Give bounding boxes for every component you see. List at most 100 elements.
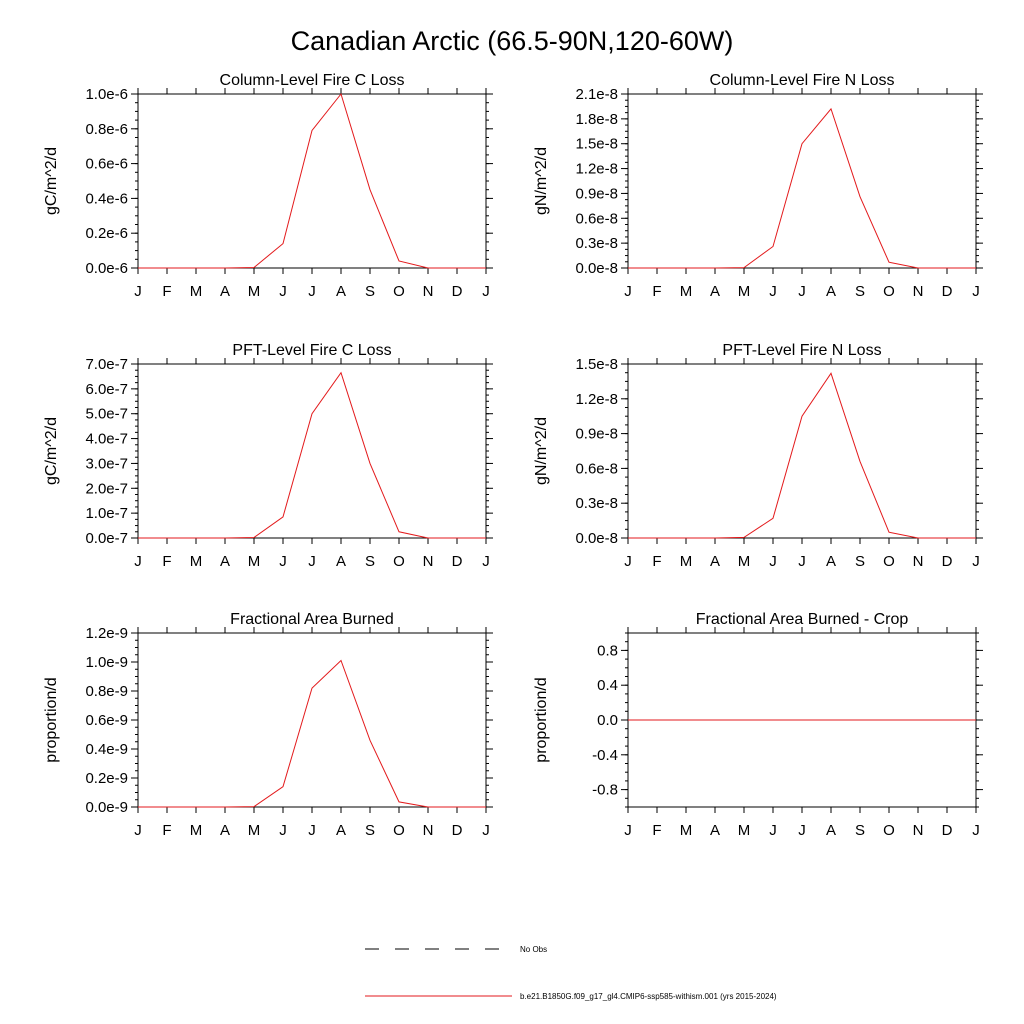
chart6-title: Fractional Area Burned - Crop	[696, 611, 909, 628]
chart5-ylabel: proportion/d	[43, 677, 60, 762]
chart3-xtick-label: J	[482, 553, 490, 570]
chart4-title: PFT-Level Fire N Loss	[722, 342, 881, 359]
chart2-title: Column-Level Fire N Loss	[710, 72, 895, 89]
chart2-xtick-label: D	[942, 283, 953, 300]
chart3-ytick-label: 5.0e-7	[85, 406, 128, 423]
chart2-xtick-label: J	[972, 283, 980, 300]
chart3-xtick-label: F	[162, 553, 171, 570]
legend: No Obs b.e21.B1850G.f09_g17_gl4.CMIP6-ss…	[365, 945, 777, 1001]
chart5-ytick-label: 0.6e-9	[85, 712, 128, 729]
chart1-xtick-label: J	[482, 283, 490, 300]
chart1-xtick-label: J	[308, 283, 316, 300]
chart5-xtick-label: J	[134, 822, 142, 839]
chart4-xtick-label: A	[826, 553, 836, 570]
chart2-frame	[627, 93, 977, 269]
chart3-ylabel: gC/m^2/d	[43, 417, 60, 485]
chart2-xtick-label: O	[883, 283, 895, 300]
chart2-ytick-label: 1.8e-8	[575, 111, 618, 128]
chart4-xtick-label: N	[913, 553, 924, 570]
chart1-ytick-label: 1.0e-6	[85, 86, 128, 103]
chart1-ytick-label: 0.2e-6	[85, 225, 128, 242]
chart4-ytick-label: 0.9e-8	[575, 426, 618, 443]
chart2-ytick-label: 0.9e-8	[575, 185, 618, 202]
chart6-ytick-label: -0.8	[592, 782, 618, 799]
chart2-ylabel: gN/m^2/d	[533, 147, 550, 215]
chart5-xtick-label: D	[452, 822, 463, 839]
chart3-ytick-label: 6.0e-7	[85, 381, 128, 398]
chart1-ytick-label: 0.8e-6	[85, 121, 128, 138]
chart6-xtick-label: A	[710, 822, 720, 839]
chart5-ytick-label: 0.8e-9	[85, 683, 128, 700]
chart2-xtick-label: M	[680, 283, 693, 300]
legend-obs-label: No Obs	[520, 945, 547, 954]
chart3-series-line	[138, 371, 486, 539]
chart1-xtick-label: F	[162, 283, 171, 300]
chart3-xtick-label: J	[134, 553, 142, 570]
figure-title: Canadian Arctic (66.5-90N,120-60W)	[291, 26, 734, 56]
chart5-ytick-label: 1.2e-9	[85, 625, 128, 642]
chart4-xtick-label: M	[738, 553, 751, 570]
chart6-xtick-label: M	[738, 822, 751, 839]
chart3-xtick-label: A	[220, 553, 230, 570]
chart4-frame	[627, 363, 977, 539]
chart3-ytick-label: 2.0e-7	[85, 480, 128, 497]
chart2-xtick-label: J	[769, 283, 777, 300]
chart4-xtick-label: J	[624, 553, 632, 570]
chart2-series-line	[628, 107, 976, 269]
chart2-xtick-label: J	[798, 283, 806, 300]
chart5-xtick-label: F	[162, 822, 171, 839]
chart4-xtick-label: J	[972, 553, 980, 570]
chart1-xtick-label: S	[365, 283, 375, 300]
chart2-xtick-label: F	[652, 283, 661, 300]
chart1-title: Column-Level Fire C Loss	[220, 72, 405, 89]
chart4-ytick-label: 0.3e-8	[575, 495, 618, 512]
chart1-series-line	[138, 92, 486, 269]
chart4-xtick-label: J	[769, 553, 777, 570]
chart6-ylabel: proportion/d	[533, 677, 550, 762]
chart4-xtick-label: F	[652, 553, 661, 570]
chart5-ytick-label: 0.4e-9	[85, 741, 128, 758]
chart3-frame	[137, 363, 487, 539]
chart4-ytick-label: 1.5e-8	[575, 356, 618, 373]
chart3-ytick-label: 1.0e-7	[85, 505, 128, 522]
chart1-xtick-label: N	[423, 283, 434, 300]
chart5-xtick-label: N	[423, 822, 434, 839]
chart1-xtick-label: J	[134, 283, 142, 300]
chart6-ytick-label: 0.8	[597, 642, 618, 659]
chart2-xtick-label: J	[624, 283, 632, 300]
chart5-xtick-label: J	[279, 822, 287, 839]
chart1-xtick-label: J	[279, 283, 287, 300]
chart4-xtick-label: A	[710, 553, 720, 570]
chart6-xtick-label: D	[942, 822, 953, 839]
chart6-xtick-label: J	[972, 822, 980, 839]
chart1-ytick-label: 0.0e-6	[85, 260, 128, 277]
chart6-xtick-label: J	[769, 822, 777, 839]
chart4-ytick-label: 0.0e-8	[575, 530, 618, 547]
chart5-ytick-label: 1.0e-9	[85, 654, 128, 671]
chart6-xtick-label: S	[855, 822, 865, 839]
chart1-xtick-label: O	[393, 283, 405, 300]
chart3-xtick-label: A	[336, 553, 346, 570]
chart1-xtick-label: A	[220, 283, 230, 300]
chart2-xtick-label: N	[913, 283, 924, 300]
chart3-ytick-label: 3.0e-7	[85, 455, 128, 472]
chart3-ytick-label: 7.0e-7	[85, 356, 128, 373]
chart5-xtick-label: S	[365, 822, 375, 839]
chart6-ytick-label: 0.0	[597, 712, 618, 729]
chart6-xtick-label: N	[913, 822, 924, 839]
chart1-xtick-label: A	[336, 283, 346, 300]
chart5-title: Fractional Area Burned	[230, 611, 394, 628]
chart5-xtick-label: O	[393, 822, 405, 839]
chart6-panel: Fractional Area Burned - Crop proportion/…	[533, 611, 983, 839]
chart2-ytick-label: 2.1e-8	[575, 86, 618, 103]
legend-model-label: b.e21.B1850G.f09_g17_gl4.CMIP6-ssp585-wi…	[520, 992, 777, 1001]
chart3-xtick-label: J	[308, 553, 316, 570]
chart3-ytick-label: 4.0e-7	[85, 431, 128, 448]
chart3-xtick-label: O	[393, 553, 405, 570]
chart1-ytick-label: 0.4e-6	[85, 190, 128, 207]
